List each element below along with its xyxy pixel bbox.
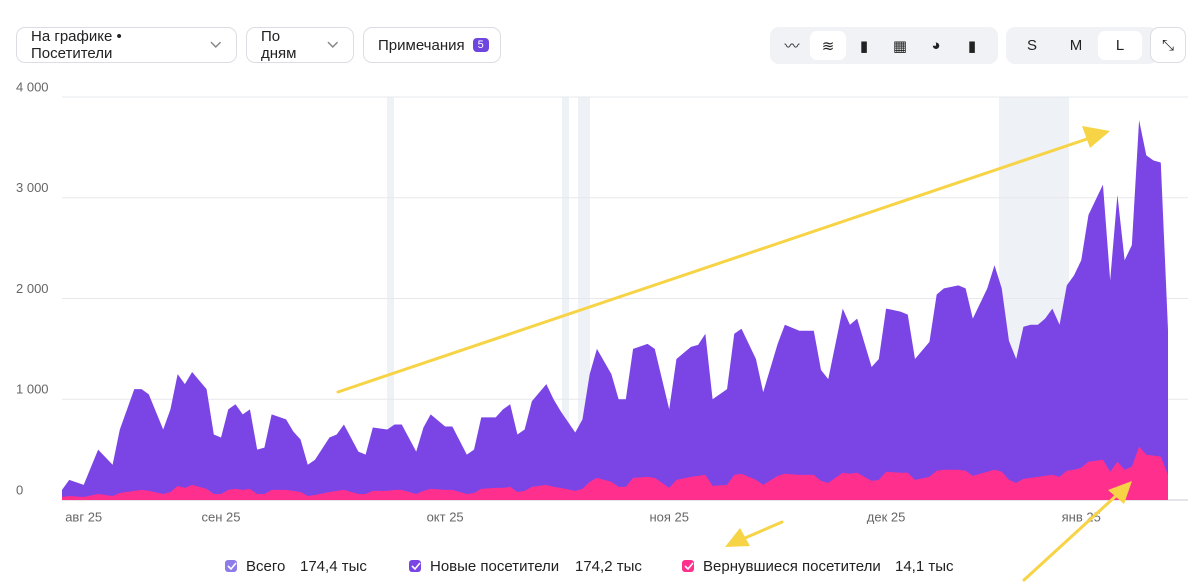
label: Примечания [378, 36, 465, 54]
legend-total: 174,2 тыс [575, 558, 642, 575]
size-m[interactable]: M [1069, 37, 1083, 54]
x-tick-label: авг 25 [65, 509, 102, 524]
legend-check [411, 562, 421, 571]
chevron [210, 41, 222, 48]
size-l[interactable]: L [1098, 31, 1142, 60]
y-tick-label: 0 [16, 482, 23, 497]
legend-label: Вернувшиеся посетители [703, 558, 881, 575]
legend-label: Новые посетители [430, 558, 559, 575]
legend-check [684, 562, 694, 571]
y-tick-label: 2 000 [16, 281, 49, 296]
type-pie[interactable]: ◕ [931, 37, 941, 54]
legend-checkbox [409, 560, 421, 572]
x-tick-label: окт 25 [427, 509, 464, 524]
y-tick-label: 4 000 [16, 79, 49, 94]
label: По дням [261, 28, 297, 62]
shading [387, 97, 1069, 500]
area [62, 120, 1168, 501]
size-switch: S M L [1006, 27, 1158, 64]
chevron [327, 41, 339, 48]
type-stacked[interactable]: ▦ [892, 37, 908, 55]
legend-label: Всего [246, 558, 285, 575]
legend-checkbox [225, 560, 237, 572]
notes-button[interactable]: Примечания 5 [363, 27, 501, 63]
collapse-button[interactable]: ⤡ [1150, 27, 1186, 63]
x-tick-label: ноя 25 [649, 509, 689, 524]
label: На графике • Посетители [31, 28, 122, 62]
y-tick-label: 1 000 [16, 382, 49, 397]
annotation-arrows [336, 126, 1132, 582]
badge: 5 [472, 38, 489, 52]
y-tick-label: 3 000 [16, 180, 49, 195]
series-selector[interactable]: На графике • Посетители [16, 27, 237, 63]
x-tick-label: дек 25 [867, 509, 906, 524]
type-column[interactable]: ▮ [967, 37, 977, 55]
chart-type-switch: 〰 ≋ ▮ ▦ ◕ ▮ [770, 27, 998, 64]
legend-checkbox [682, 560, 694, 572]
type-area[interactable]: ≋ [810, 31, 846, 60]
period-selector[interactable]: По дням [246, 27, 354, 63]
type-bar[interactable]: ▮ [859, 37, 869, 55]
legend-total: 174,4 тыс [300, 558, 367, 575]
area [62, 446, 1168, 500]
legend-check [227, 562, 237, 571]
x-tick-label: янв 25 [1062, 509, 1101, 524]
size-s[interactable]: S [1026, 37, 1037, 54]
legend-total: 14,1 тыс [895, 558, 954, 575]
x-tick-label: сен 25 [202, 509, 241, 524]
type-line[interactable]: 〰 [784, 38, 800, 55]
